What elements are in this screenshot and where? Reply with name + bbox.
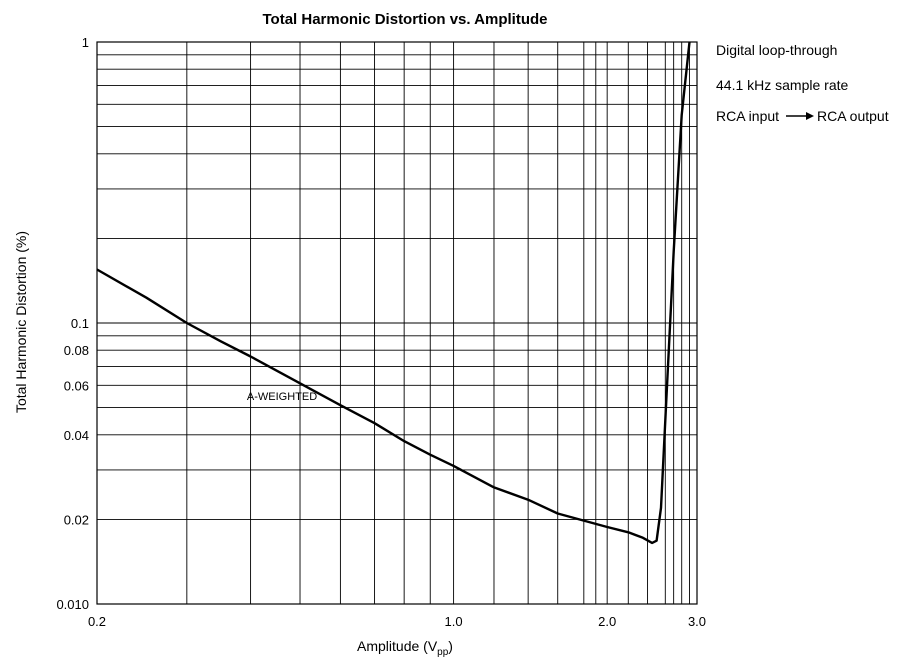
annotation-digital-loop: Digital loop-through bbox=[716, 42, 837, 58]
y-tick-label: 0.1 bbox=[71, 316, 89, 331]
annotation-rca-output: RCA output bbox=[817, 108, 889, 124]
x-tick-label: 1.0 bbox=[445, 614, 463, 629]
chart-title: Total Harmonic Distortion vs. Amplitude bbox=[262, 11, 547, 28]
series-label: A-WEIGHTED bbox=[247, 391, 317, 403]
plot-frame bbox=[96, 41, 698, 605]
x-axis-label: Amplitude (Vpp) bbox=[357, 638, 453, 658]
y-tick-label: 0.010 bbox=[56, 597, 89, 612]
x-axis-label-sub: pp bbox=[437, 647, 449, 658]
x-axis-label-main: Amplitude (V bbox=[357, 638, 438, 654]
x-axis-label-end: ) bbox=[448, 638, 453, 654]
y-tick-label: 0.06 bbox=[64, 378, 89, 393]
y-tick-label: 0.04 bbox=[64, 428, 89, 443]
y-tick-labels: 1 0.1 0.08 0.06 0.04 0.02 0.010 bbox=[56, 35, 89, 612]
x-tick-label: 0.2 bbox=[88, 614, 106, 629]
annotation-rca-input: RCA input bbox=[716, 108, 779, 124]
x-tick-label: 3.0 bbox=[688, 614, 706, 629]
y-axis-label: Total Harmonic Distortion (%) bbox=[13, 231, 29, 413]
arrow-right-icon bbox=[786, 112, 814, 120]
y-gridlines bbox=[97, 41, 697, 605]
y-tick-label: 1 bbox=[82, 35, 89, 50]
x-tick-labels: 0.2 1.0 2.0 3.0 bbox=[88, 614, 706, 629]
y-tick-label: 0.08 bbox=[64, 343, 89, 358]
thd-curve bbox=[96, 41, 691, 545]
x-tick-label: 2.0 bbox=[598, 614, 616, 629]
annotation-sample-rate: 44.1 kHz sample rate bbox=[716, 77, 848, 93]
y-tick-label: 0.02 bbox=[64, 512, 89, 527]
